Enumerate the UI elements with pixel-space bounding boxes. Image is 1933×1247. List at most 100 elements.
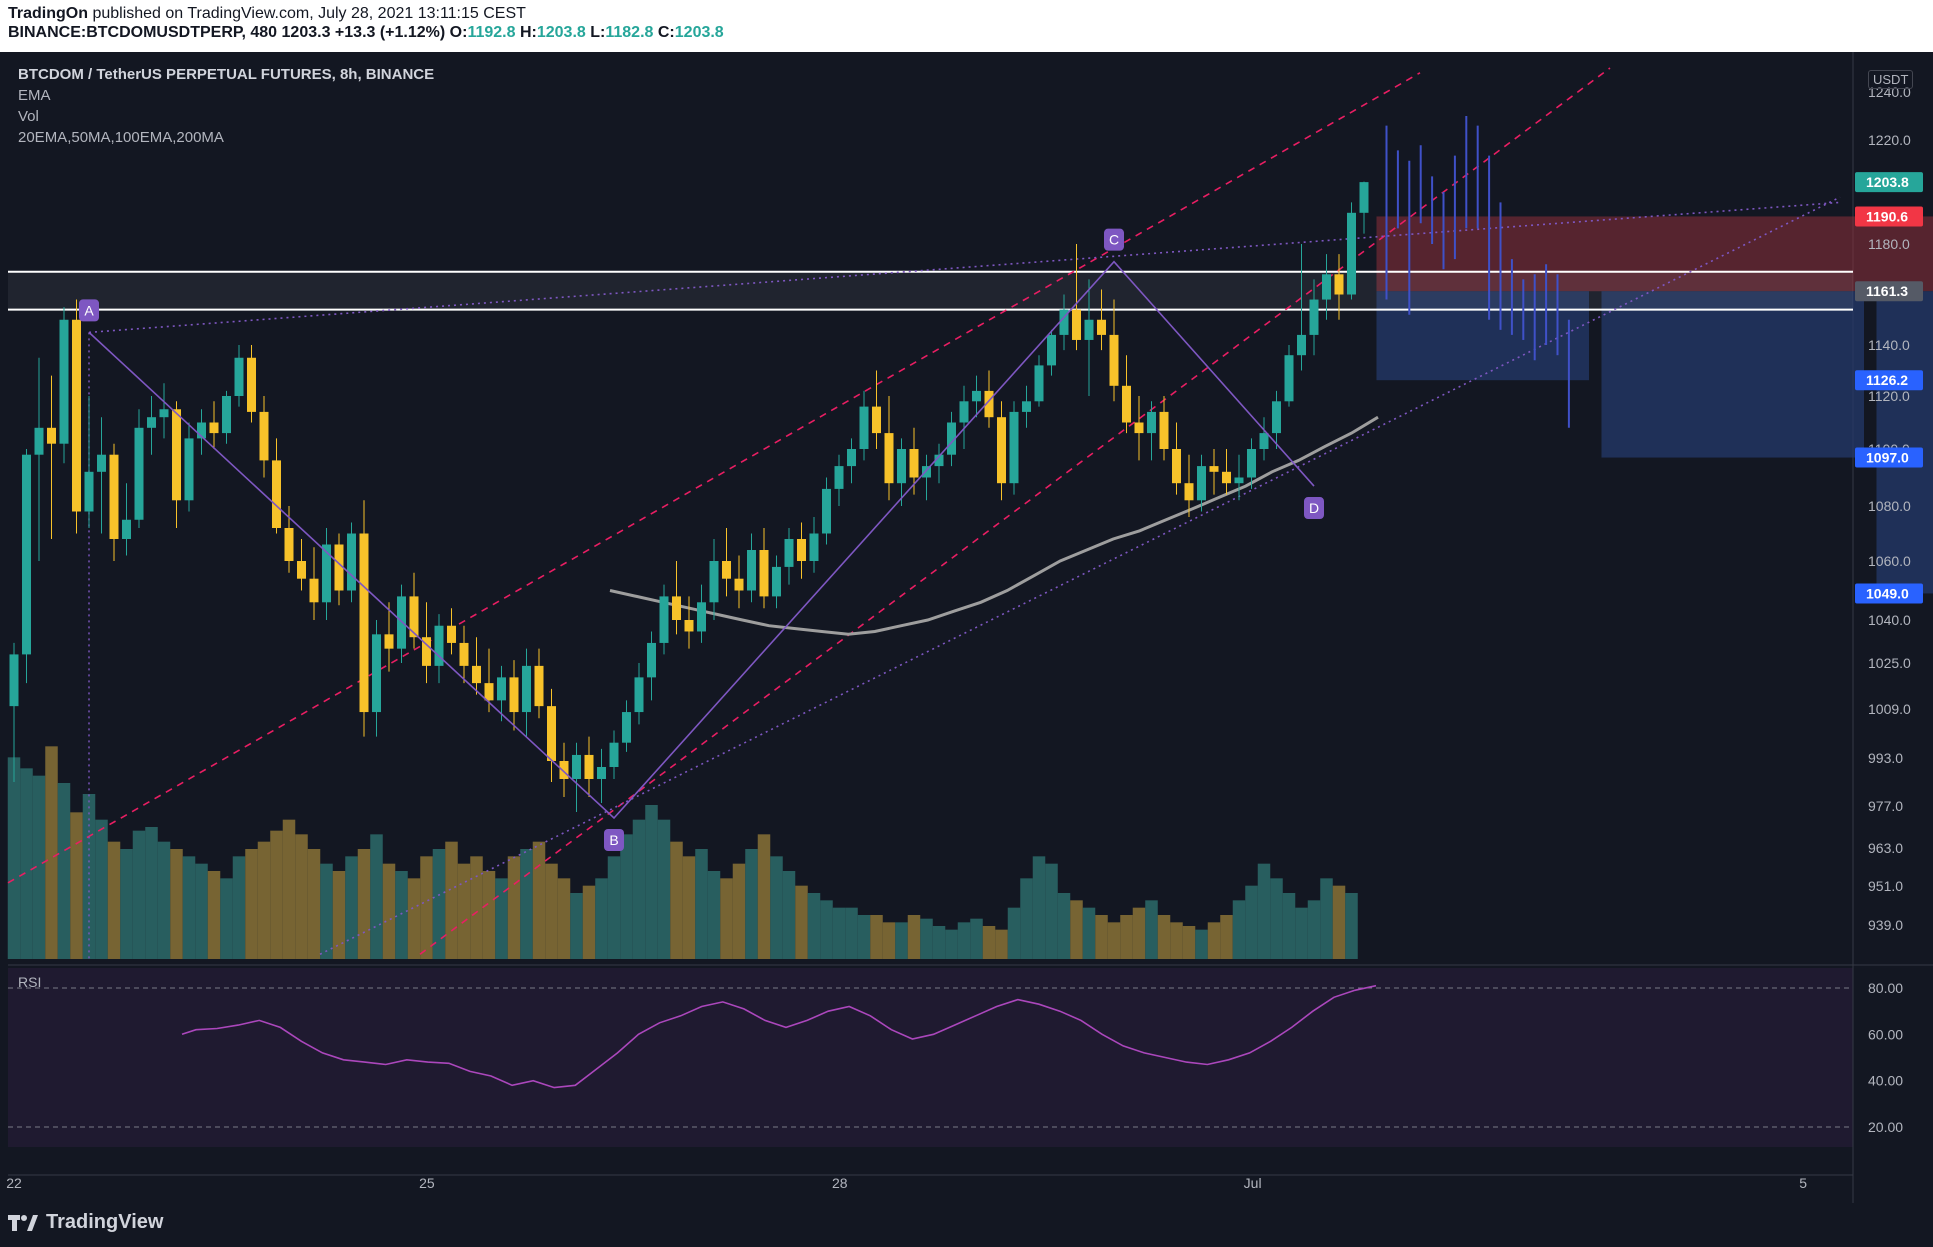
volume-bar [582,885,596,959]
candle-body [172,409,181,501]
candle-body [597,767,606,779]
price-tick-label: 1080.0 [1868,498,1911,514]
candle-body [109,454,119,539]
volume-bar [1007,907,1021,959]
price-tick-label: 977.0 [1868,798,1903,814]
candle-body [984,390,994,418]
volume-bar [7,757,21,959]
footer: TradingView [0,1203,1933,1247]
volume-bar [270,830,283,959]
legend-vol[interactable]: Vol [18,108,39,125]
candle-body [672,596,681,620]
legend-ema[interactable]: EMA [18,87,51,104]
rsi-tick-label: 40.00 [1868,1073,1903,1089]
open-label: O: [449,24,468,41]
legend-ma-set[interactable]: 20EMA,50MA,100EMA,200MA [18,129,224,146]
price-tick-label: 1140.0 [1868,337,1910,353]
candle-body [272,460,281,528]
candle-body [1297,334,1306,356]
volume-bar [1270,878,1283,959]
candle-body [434,625,444,666]
volume-bar [132,830,146,959]
candle-body [47,427,56,444]
candle-body [934,454,944,467]
volume-bar [420,856,433,959]
volume-bar [507,856,521,959]
published-text: published on TradingView.com, July 28, 2… [92,5,526,22]
candle-body [1284,355,1294,402]
volume-bar [1295,907,1308,959]
volume-bar [782,871,796,959]
currency-badge[interactable]: USDT [1868,70,1914,89]
volume-bar [957,922,971,959]
price-tag-bg [1855,172,1923,193]
volume-bar [495,878,508,959]
volume-bar [907,915,921,959]
candle-body [1359,182,1369,213]
volume-bar [895,922,908,959]
candle-body [59,319,69,444]
candle-body [559,761,569,779]
chart-header: TradingOn published on TradingView.com, … [0,0,1933,52]
volume-bar [707,871,721,959]
volume-bar [170,849,183,959]
volume-bar [1170,922,1183,959]
volume-bar [595,878,608,959]
tradingview-logo[interactable]: TradingView [8,1211,163,1234]
candle-body [509,677,519,713]
candle-body [259,411,269,461]
chart-canvas[interactable]: ABCD1240.01220.01180.01140.01120.01100.0… [0,52,1933,1203]
publisher-name[interactable]: TradingOn [8,5,88,22]
volume-bar [670,841,683,959]
volume-bar [382,863,396,959]
ema-line [609,415,1379,636]
volume-bar [445,841,458,959]
volume-bar [607,856,621,959]
candle-body [972,390,981,402]
volume-bar [645,805,658,959]
candle-body [1209,466,1219,472]
candle-body [372,634,381,713]
candle-body [197,422,206,439]
candle-body [72,319,81,512]
candle-body [622,712,631,743]
candle-body [1084,319,1094,340]
candle-body [97,454,106,472]
candle-body [872,406,881,434]
candle-body [1184,483,1194,501]
price-tag-label: 1097.0 [1866,450,1909,466]
candle-body [897,449,906,484]
candle-body [347,533,356,591]
dotted-resistance-trendline [88,201,1841,334]
volume-bar [407,878,421,959]
rsi-tick-label: 60.00 [1868,1026,1903,1042]
volume-bar [1132,907,1146,959]
candle-body [547,706,556,761]
volume-bar [1082,907,1096,959]
footer-brand: TradingView [46,1211,164,1233]
legend-rsi[interactable]: RSI [18,974,42,990]
candle-body [22,454,31,655]
volume-bar [732,863,746,959]
last-price: 1203.3 [281,24,331,41]
volume-bar [807,893,821,959]
candle-body [409,596,419,638]
volume-bar [620,834,633,959]
candle-body [497,677,506,701]
volume-bar [832,907,846,959]
volume-bar [257,841,271,959]
candle-body [1334,274,1344,295]
candle-body [222,396,231,434]
candle-body [472,665,481,684]
candle-body [922,466,931,478]
publish-line: TradingOn published on TradingView.com, … [8,5,526,23]
volume-bar [970,918,983,959]
candle-body [1272,401,1281,434]
price-tag-label: 1126.2 [1866,372,1908,388]
volume-bar [345,856,358,959]
volume-bar [932,926,946,959]
volume-bar [570,893,583,959]
volume-bar [1032,856,1046,959]
volume-bar [1320,878,1333,959]
volume-bar [482,871,496,959]
